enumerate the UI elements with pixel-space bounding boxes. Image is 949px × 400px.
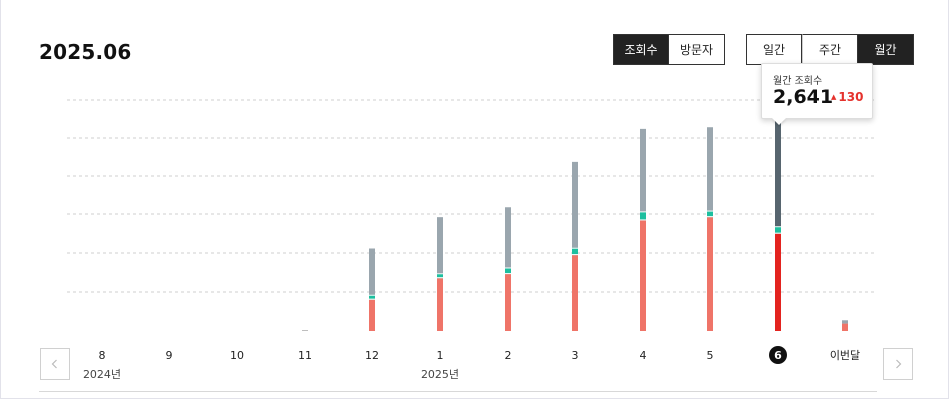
bar-segment-middle: [707, 210, 713, 218]
metric-toggle: 조회수 방문자: [613, 34, 725, 65]
bar-segment-middle: [437, 273, 443, 279]
x-tick-label[interactable]: 2: [505, 349, 512, 362]
bar-12[interactable]: [369, 248, 375, 332]
weekly-tab[interactable]: 주간: [802, 34, 858, 65]
chevron-right-icon: [896, 359, 902, 369]
next-period-button[interactable]: [883, 348, 913, 380]
bar-segment-top: [437, 217, 443, 274]
bar-4[interactable]: [640, 128, 646, 331]
x-tick-label[interactable]: 3: [572, 349, 579, 362]
bar-segment-gap: [437, 273, 443, 275]
bar-segment-top: [369, 248, 375, 295]
chart-tooltip: 월간 조회수 2,641 ▲ 130: [761, 63, 873, 119]
bottom-divider: [39, 391, 877, 392]
page-title: 2025.06: [39, 40, 132, 64]
bar-6[interactable]: [775, 113, 781, 331]
x-tick-label[interactable]: 10: [230, 349, 244, 362]
daily-tab[interactable]: 일간: [746, 34, 802, 65]
x-tick-label[interactable]: 11: [298, 349, 312, 362]
views-tab[interactable]: 조회수: [613, 34, 669, 65]
bar-segment-gap: [707, 210, 713, 212]
bar-segment-gap: [640, 211, 646, 213]
bar-segment-bottom: [437, 278, 443, 331]
bar-segment-middle: [572, 247, 578, 256]
bar-segment-top: [505, 207, 511, 268]
bar-segment-bottom: [505, 274, 511, 331]
bar-segment-gap: [505, 273, 511, 275]
bar-11[interactable]: [302, 330, 308, 331]
x-tick-label[interactable]: 6: [774, 349, 782, 362]
x-tick-label[interactable]: 5: [707, 349, 714, 362]
bar-segment-middle: [775, 226, 781, 234]
bar-segment-bottom: [842, 323, 848, 331]
bar-segment-top: [707, 127, 713, 211]
bar-segment-middle: [640, 211, 646, 221]
bar-segment-bottom: [775, 233, 781, 331]
period-toggle: 일간 주간 월간: [746, 34, 914, 65]
bar-이번달[interactable]: [842, 320, 848, 331]
bar-segment-top: [302, 330, 308, 331]
year-label: 2024년: [83, 368, 121, 381]
visitors-tab[interactable]: 방문자: [669, 34, 725, 65]
bar-5[interactable]: [707, 127, 713, 331]
bar-segment-top: [842, 320, 848, 324]
x-tick-label[interactable]: 12: [365, 349, 379, 362]
bar-segment-gap: [775, 226, 781, 228]
chevron-left-icon: [51, 359, 57, 369]
x-tick-label[interactable]: 9: [166, 349, 173, 362]
bar-1[interactable]: [437, 217, 443, 331]
x-tick-label[interactable]: 4: [640, 349, 647, 362]
bar-segment-bottom: [369, 299, 375, 331]
tooltip-value: 2,641: [773, 86, 834, 108]
x-tick-label[interactable]: 8: [99, 349, 106, 362]
bar-segment-bottom: [707, 217, 713, 331]
bar-segment-gap: [505, 267, 511, 269]
tooltip-delta-value: 130: [838, 90, 864, 104]
bar-segment-bottom: [640, 220, 646, 331]
tooltip-label: 월간 조회수: [773, 76, 823, 87]
bar-segment-gap: [369, 294, 375, 296]
tooltip-delta: ▲ 130: [831, 90, 863, 104]
bar-segment-gap: [775, 232, 781, 234]
bar-segment-gap: [640, 219, 646, 221]
bar-segment-middle: [369, 294, 375, 300]
monthly-tab[interactable]: 월간: [858, 34, 914, 65]
bar-segment-gap: [707, 216, 713, 218]
bar-segment-gap: [369, 298, 375, 300]
selected-month-marker: [769, 346, 787, 364]
bar-segment-top: [640, 128, 646, 212]
bar-3[interactable]: [572, 161, 578, 331]
bar-segment-top: [572, 161, 578, 248]
prev-period-button[interactable]: [40, 348, 70, 380]
bar-segment-gap: [437, 277, 443, 279]
x-tick-label[interactable]: 이번달: [830, 349, 860, 362]
up-triangle-icon: ▲: [831, 93, 837, 101]
bar-segment-gap: [572, 247, 578, 249]
bar-segment-bottom: [572, 255, 578, 331]
bar-segment-middle: [505, 267, 511, 275]
x-tick-label[interactable]: 1: [437, 349, 444, 362]
year-label: 2025년: [421, 368, 459, 381]
bar-segment-gap: [572, 254, 578, 256]
bar-segment-top: [775, 113, 781, 227]
bar-2[interactable]: [505, 207, 511, 331]
